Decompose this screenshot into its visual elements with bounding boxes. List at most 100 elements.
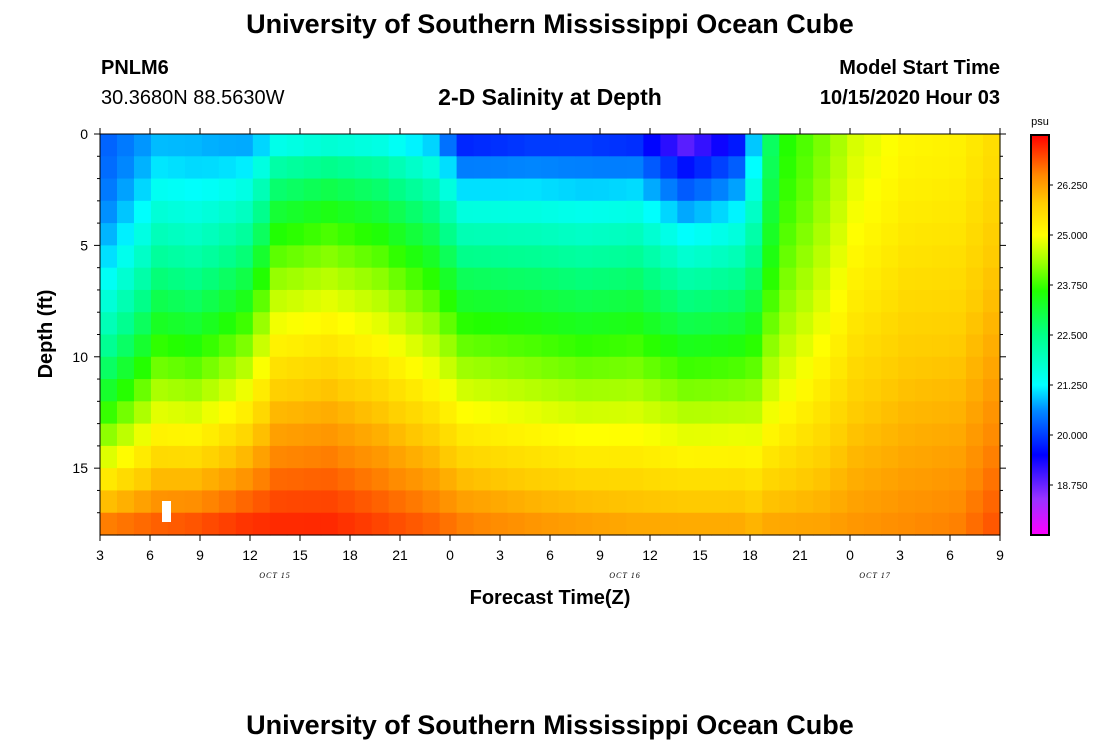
heatmap-cell <box>235 312 254 336</box>
heatmap-cell <box>218 334 237 358</box>
heatmap-cell <box>201 468 220 492</box>
heatmap-cell <box>626 178 644 202</box>
heatmap-cell <box>167 445 186 469</box>
heatmap-cell <box>864 379 882 402</box>
heatmap-cell <box>915 379 933 402</box>
heatmap-cell <box>456 178 475 202</box>
heatmap-cell <box>966 401 984 425</box>
heatmap-cell <box>983 134 1001 157</box>
heatmap-cell <box>286 379 305 402</box>
heatmap-cell <box>728 200 746 224</box>
heatmap-cell <box>898 245 916 269</box>
heatmap-cell <box>218 134 237 157</box>
x-tick-label: 9 <box>596 547 604 563</box>
heatmap-cell <box>677 445 695 469</box>
heatmap-cell <box>711 468 729 492</box>
heatmap-cell <box>558 490 577 514</box>
heatmap-cell <box>796 356 814 380</box>
heatmap-cell <box>915 223 933 246</box>
heatmap-cell <box>337 312 356 336</box>
heatmap-cell <box>949 223 967 246</box>
heatmap-cell <box>813 445 831 469</box>
x-tick-label: 15 <box>292 547 308 563</box>
heatmap-cell <box>932 468 950 492</box>
heatmap-cell <box>456 468 475 492</box>
heatmap-cell <box>167 490 186 514</box>
heatmap-cell <box>405 401 424 425</box>
heatmap-cell <box>847 200 865 224</box>
heatmap-cell <box>745 312 763 336</box>
heatmap-cell <box>405 245 424 269</box>
heatmap-cell <box>983 334 1001 358</box>
y-axis-title: Depth (ft) <box>35 290 57 379</box>
heatmap-cell <box>184 134 203 157</box>
heatmap-cell <box>354 490 373 514</box>
heatmap-cell <box>218 379 237 402</box>
heatmap-cell <box>405 445 424 469</box>
heatmap-cell <box>235 445 254 469</box>
heatmap-cell <box>728 156 746 180</box>
heatmap-cell <box>643 200 661 224</box>
heatmap-cell <box>558 267 577 291</box>
heatmap-cell <box>745 490 763 514</box>
heatmap-cell <box>116 223 135 246</box>
heatmap-cell <box>507 289 526 313</box>
heatmap-cell <box>405 379 424 402</box>
heatmap-cell <box>286 200 305 224</box>
heatmap-cell <box>218 223 237 246</box>
heatmap-cell <box>405 468 424 492</box>
heatmap-cell <box>932 490 950 514</box>
heatmap-cell <box>575 512 594 536</box>
heatmap-cell <box>796 245 814 269</box>
heatmap-cell <box>745 156 763 180</box>
heatmap-cell <box>337 423 356 447</box>
heatmap-cell <box>609 289 628 313</box>
heatmap-cell <box>575 289 594 313</box>
heatmap-cell <box>711 379 729 402</box>
heatmap-cell <box>422 267 441 291</box>
heatmap-cell <box>218 245 237 269</box>
heatmap-cell <box>762 334 780 358</box>
colorbar-tick-label: 25.000 <box>1057 231 1088 242</box>
heatmap-cell <box>558 289 577 313</box>
y-tick-label: 0 <box>80 126 88 142</box>
heatmap-cell <box>286 445 305 469</box>
heatmap-cell <box>898 401 916 425</box>
heatmap-cell <box>252 312 271 336</box>
heatmap-cell <box>762 468 780 492</box>
heatmap-cell <box>150 401 169 425</box>
colorbar-tick-label: 26.250 <box>1057 181 1088 192</box>
heatmap-cell <box>354 312 373 336</box>
heatmap-cell <box>524 512 543 536</box>
heatmap-cell <box>354 178 373 202</box>
heatmap-cell <box>677 200 695 224</box>
heatmap-cell <box>150 223 169 246</box>
heatmap-cell <box>235 134 254 157</box>
heatmap-cell <box>524 156 543 180</box>
heatmap-cell <box>184 289 203 313</box>
heatmap-cell <box>609 423 628 447</box>
heatmap-cell <box>354 156 373 180</box>
heatmap-cell <box>728 490 746 514</box>
heatmap-cell <box>762 423 780 447</box>
heatmap-cell <box>677 512 695 536</box>
heatmap-cell <box>643 445 661 469</box>
heatmap-cell <box>405 423 424 447</box>
heatmap-cell <box>864 401 882 425</box>
heatmap-cell <box>337 512 356 536</box>
heatmap-cell <box>626 289 644 313</box>
heatmap-cell <box>116 468 135 492</box>
heatmap-cell <box>541 178 560 202</box>
heatmap-cell <box>728 468 746 492</box>
heatmap-cell <box>813 245 831 269</box>
heatmap-cell <box>422 445 441 469</box>
heatmap-cell <box>167 200 186 224</box>
heatmap-cell <box>779 423 797 447</box>
heatmap-cell <box>898 445 916 469</box>
heatmap-cell <box>320 490 339 514</box>
heatmap-cell <box>320 289 339 313</box>
heatmap-cell <box>133 379 152 402</box>
heatmap-cell <box>252 401 271 425</box>
heatmap-cell <box>218 178 237 202</box>
heatmap-cell <box>269 312 288 336</box>
